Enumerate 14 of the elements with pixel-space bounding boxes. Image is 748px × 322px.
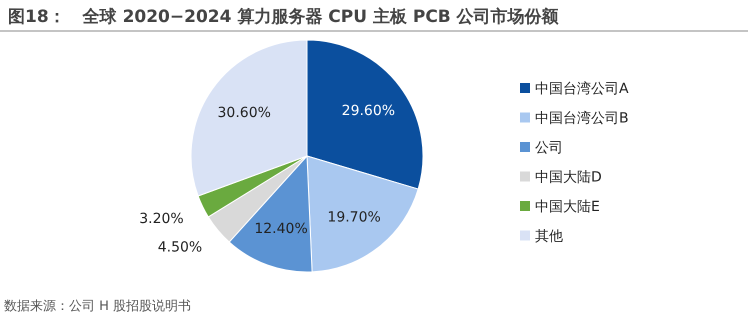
legend-label: 中国大陆E <box>535 199 600 215</box>
data-label: 29.60% <box>342 103 396 120</box>
legend-label: 中国大陆D <box>535 170 602 186</box>
legend-label: 中国台湾公司B <box>535 110 629 126</box>
data-label: 3.20% <box>139 210 184 227</box>
legend-label: 中国台湾公司A <box>535 81 629 97</box>
data-label: 19.70% <box>327 209 381 226</box>
data-label: 30.60% <box>218 105 271 122</box>
chart-title: 图18： 全球 2020−2024 算力服务器 CPU 主板 PCB 公司市场份额 <box>8 7 560 27</box>
data-label: 4.50% <box>158 240 202 256</box>
source-note: 数据来源：公司 H 股招股说明书 <box>4 299 192 314</box>
legend-label: 公司 <box>535 140 563 156</box>
data-label: 12.40% <box>254 221 308 238</box>
legend-label: 其他 <box>535 228 563 244</box>
